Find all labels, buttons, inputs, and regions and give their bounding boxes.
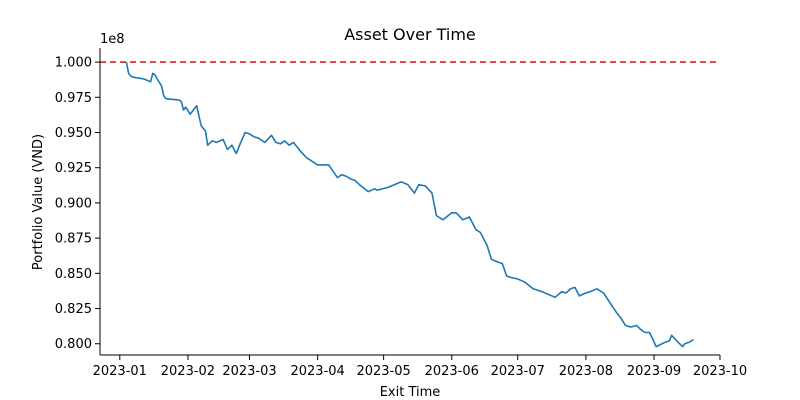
y-tick-label: 1.000 [55, 56, 92, 71]
x-tick-label: 2023-03 [222, 364, 276, 379]
x-axis-title: Exit Time [380, 385, 441, 400]
x-tick-label: 2023-07 [491, 364, 545, 379]
y-tick-label: 0.800 [55, 337, 92, 352]
y-axis-ticks: 0.800 0.825 0.850 0.875 0.900 0.925 0.950 0.975… [55, 56, 100, 352]
x-tick-label: 2023-01 [93, 364, 147, 379]
x-tick-label: 2023-02 [161, 364, 215, 379]
x-tick-label: 2023-05 [356, 364, 410, 379]
x-tick-label: 2023-08 [559, 364, 613, 379]
y-axis-title: Portfolio Value (VND) [31, 134, 46, 270]
y-tick-label: 0.900 [55, 196, 92, 211]
series-group [125, 61, 695, 348]
y-tick-label: 0.850 [55, 267, 92, 282]
y-tick-label: 0.875 [55, 232, 92, 247]
y-offset-label: 1e8 [100, 32, 125, 47]
x-axis-ticks: 2023-01 2023-02 2023-03 2023-04 2023-05 2023-… [93, 355, 747, 379]
x-tick-label: 2023-04 [290, 364, 344, 379]
portfolio-value-line [125, 61, 695, 348]
chart-title: Asset Over Time [344, 25, 476, 44]
x-tick-label: 2023-09 [627, 364, 681, 379]
x-tick-label: 2023-10 [693, 364, 747, 379]
x-tick-label: 2023-06 [425, 364, 479, 379]
y-tick-label: 0.975 [55, 91, 92, 106]
y-tick-label: 0.925 [55, 161, 92, 176]
y-tick-label: 0.950 [55, 126, 92, 141]
y-tick-label: 0.825 [55, 302, 92, 317]
